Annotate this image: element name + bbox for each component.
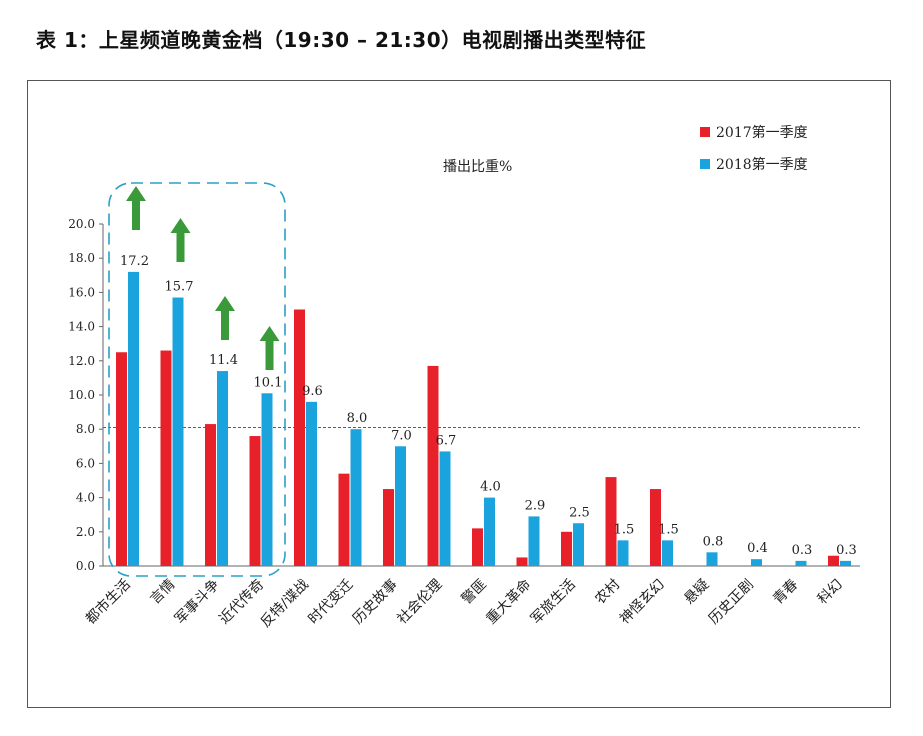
bar-2018 bbox=[306, 401, 317, 566]
legend-item-2018: 2018第一季度 bbox=[700, 148, 808, 180]
page-title: 表 1：上星频道晚黄金档（19:30 – 21:30）电视剧播出类型特征 bbox=[36, 28, 647, 52]
bar-2017 bbox=[249, 436, 261, 566]
bar-2017 bbox=[338, 473, 350, 566]
y-tick-label: 20.0 bbox=[68, 217, 95, 231]
y-tick-label: 0.0 bbox=[76, 559, 95, 573]
bar-2018 bbox=[751, 559, 762, 566]
category-label: 农村 bbox=[592, 577, 623, 608]
bar-2018 bbox=[439, 451, 451, 566]
bar-2018 bbox=[662, 540, 673, 566]
y-tick-label: 10.0 bbox=[68, 388, 95, 402]
bar-2018 bbox=[573, 523, 584, 566]
data-label-2018: 17.2 bbox=[120, 254, 149, 269]
bar-2017 bbox=[516, 557, 528, 566]
data-label-2018: 2.5 bbox=[569, 505, 590, 520]
data-label-2018: 9.6 bbox=[302, 384, 323, 399]
data-label-2018: 8.0 bbox=[347, 411, 368, 426]
up-arrow-icon bbox=[259, 326, 280, 370]
bar-2017 bbox=[828, 555, 839, 566]
bar-2018 bbox=[706, 552, 718, 566]
bar-2017 bbox=[294, 309, 305, 566]
bar-2017 bbox=[561, 531, 572, 566]
category-label: 悬疑 bbox=[681, 577, 712, 608]
y-tick-label: 12.0 bbox=[68, 354, 95, 368]
bar-2018 bbox=[484, 497, 495, 566]
category-label: 军事斗争 bbox=[172, 577, 223, 628]
data-label-2018: 1.5 bbox=[658, 522, 679, 537]
data-label-2018: 15.7 bbox=[165, 280, 194, 295]
legend-label-2017: 2017第一季度 bbox=[716, 125, 808, 141]
bar-2017 bbox=[650, 489, 661, 566]
up-arrow-icon bbox=[126, 186, 146, 230]
data-label-2018: 6.7 bbox=[436, 433, 457, 448]
category-label: 言情 bbox=[147, 577, 178, 608]
y-tick-label: 14.0 bbox=[68, 320, 95, 334]
data-label-2018: 7.0 bbox=[391, 428, 412, 443]
bar-2018 bbox=[128, 271, 139, 566]
highlight-box bbox=[108, 182, 286, 577]
bar-2017 bbox=[605, 477, 617, 566]
data-label-2018: 11.4 bbox=[209, 353, 238, 368]
data-label-2018: 2.9 bbox=[525, 498, 546, 513]
bar-2018 bbox=[261, 393, 273, 566]
bar-2018 bbox=[172, 297, 184, 566]
bar-2018 bbox=[217, 371, 228, 566]
data-label-2018: 4.0 bbox=[480, 480, 501, 495]
bar-2018 bbox=[528, 516, 540, 566]
category-label: 都市生活 bbox=[82, 576, 134, 628]
bar-2018 bbox=[617, 540, 629, 566]
data-label-2018: 0.4 bbox=[747, 541, 768, 556]
bar-2017 bbox=[427, 365, 439, 566]
bar-2017 bbox=[472, 528, 483, 566]
legend-label-2018: 2018第一季度 bbox=[716, 157, 808, 173]
legend-swatch-2017 bbox=[700, 127, 710, 137]
y-tick-label: 2.0 bbox=[76, 525, 95, 539]
category-label: 青春 bbox=[770, 577, 801, 608]
category-label: 历史故事 bbox=[350, 577, 401, 628]
data-label-2018: 1.5 bbox=[614, 522, 635, 537]
y-tick-label: 16.0 bbox=[68, 285, 95, 299]
y-tick-label: 8.0 bbox=[76, 422, 95, 436]
y-tick-label: 6.0 bbox=[76, 456, 95, 470]
bar-2017 bbox=[116, 352, 127, 566]
data-label-2018: 10.1 bbox=[254, 375, 283, 390]
up-arrow-icon bbox=[215, 296, 235, 340]
legend-item-2017: 2017第一季度 bbox=[700, 116, 808, 148]
chart-frame bbox=[27, 80, 891, 708]
category-label: 反特/谍战 bbox=[258, 577, 312, 631]
up-arrow-icon bbox=[170, 218, 191, 262]
category-label: 社会伦理 bbox=[394, 577, 445, 628]
bar-2018 bbox=[350, 429, 362, 566]
category-label: 军旅生活 bbox=[528, 577, 579, 628]
category-label: 科幻 bbox=[815, 577, 846, 608]
category-label: 警匪 bbox=[459, 577, 490, 608]
bar-2017 bbox=[205, 424, 216, 566]
category-label: 神怪玄幻 bbox=[616, 576, 668, 628]
bar-2018 bbox=[840, 560, 851, 566]
bar-2018 bbox=[795, 560, 807, 566]
bar-2017 bbox=[383, 489, 394, 566]
bar-2017 bbox=[160, 350, 172, 566]
y-tick-label: 4.0 bbox=[76, 491, 95, 505]
chart-title: 播出比重% bbox=[443, 159, 513, 175]
category-label: 重大革命 bbox=[483, 576, 535, 628]
legend: 2017第一季度 2018第一季度 bbox=[700, 116, 808, 180]
data-label-2018: 0.3 bbox=[836, 543, 857, 558]
data-label-2018: 0.8 bbox=[703, 534, 724, 549]
category-label: 历史正剧 bbox=[706, 577, 757, 628]
category-label: 时代变迁 bbox=[305, 577, 356, 628]
bar-2018 bbox=[395, 446, 406, 566]
data-label-2018: 0.3 bbox=[792, 543, 813, 558]
legend-swatch-2018 bbox=[700, 159, 710, 169]
y-tick-label: 18.0 bbox=[68, 251, 95, 265]
